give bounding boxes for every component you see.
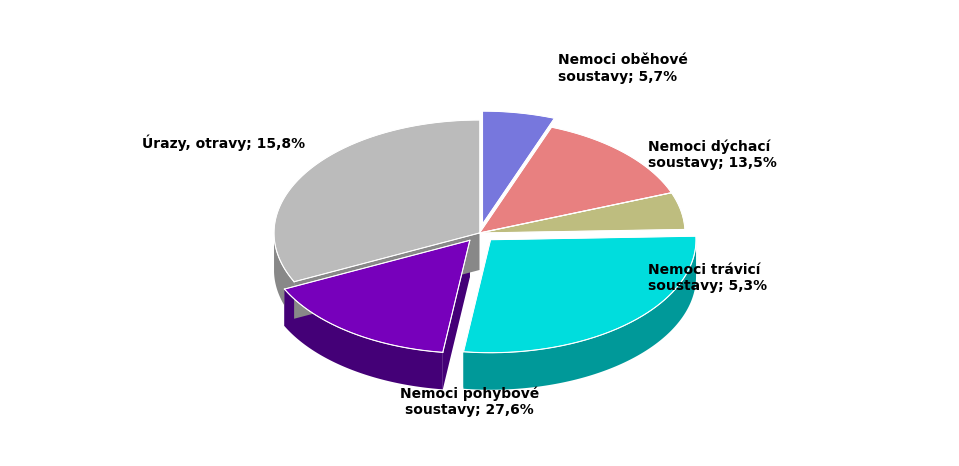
Text: Nemoci dýchací
soustavy; 13,5%: Nemoci dýchací soustavy; 13,5% <box>648 139 777 170</box>
Polygon shape <box>274 235 294 319</box>
Polygon shape <box>463 236 696 353</box>
Text: Nemoci trávicí
soustavy; 5,3%: Nemoci trávicí soustavy; 5,3% <box>648 263 767 293</box>
Text: Úrazy, otravy; 15,8%: Úrazy, otravy; 15,8% <box>142 134 305 151</box>
Text: Nemoci oběhové
soustavy; 5,7%: Nemoci oběhové soustavy; 5,7% <box>557 54 688 84</box>
Polygon shape <box>285 289 443 390</box>
Text: Nemoci pohybové
soustavy; 27,6%: Nemoci pohybové soustavy; 27,6% <box>400 386 539 417</box>
Polygon shape <box>480 193 685 233</box>
Polygon shape <box>285 240 470 352</box>
Polygon shape <box>482 111 554 224</box>
Polygon shape <box>463 240 490 389</box>
Polygon shape <box>294 233 480 319</box>
Polygon shape <box>285 240 470 326</box>
Polygon shape <box>274 120 480 282</box>
Polygon shape <box>463 240 696 390</box>
Polygon shape <box>480 127 671 233</box>
Polygon shape <box>443 240 470 390</box>
